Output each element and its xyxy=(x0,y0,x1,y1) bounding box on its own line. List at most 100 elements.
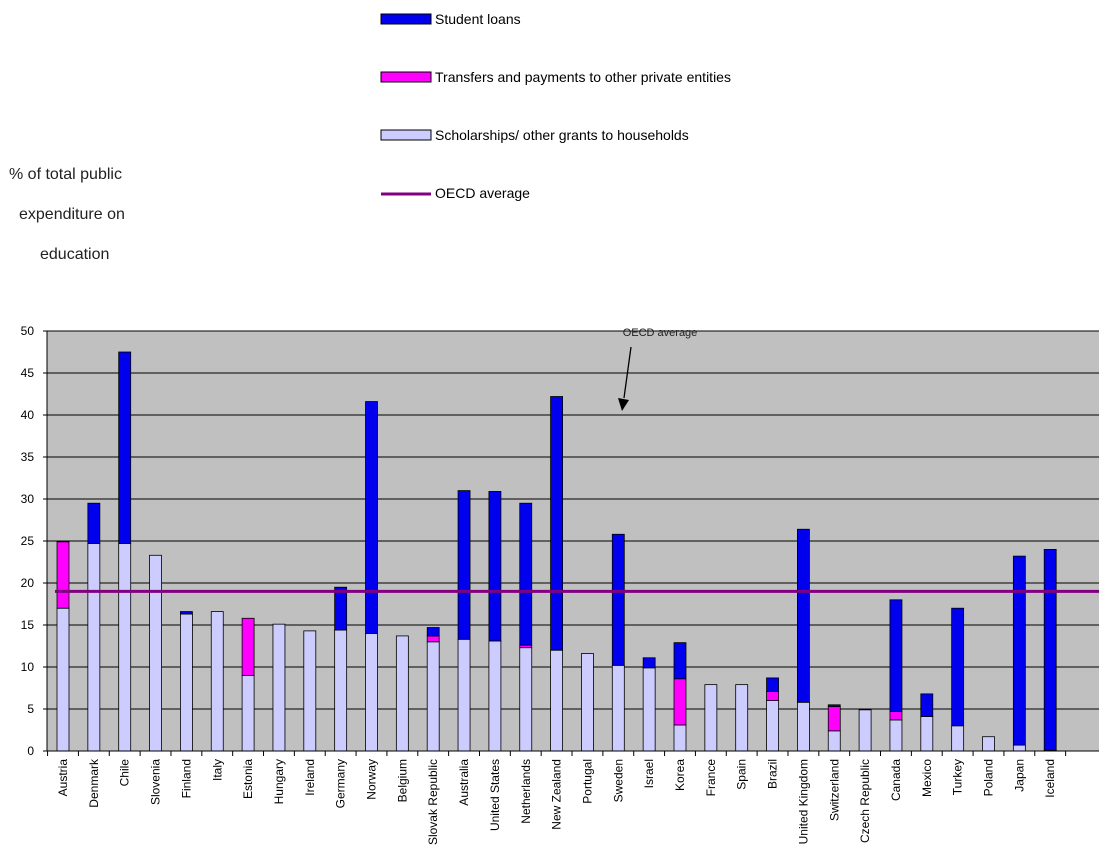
bar-norway-scholarships-other-grants-to-households xyxy=(365,633,378,752)
bar-estonia-scholarships-other-grants-to-households xyxy=(241,675,255,752)
x-label-mexico: Mexico xyxy=(920,759,934,797)
y-tick-label-30: 30 xyxy=(21,492,35,506)
bar-germany-scholarships-other-grants-to-households xyxy=(334,629,348,752)
y-axis-title-line-1: % of total public xyxy=(9,166,122,183)
bar-germany-student-loans xyxy=(334,586,348,631)
bar-australia-student-loans xyxy=(457,490,471,640)
bar-chile-scholarships-other-grants-to-households xyxy=(118,543,132,752)
x-label-chile: Chile xyxy=(118,759,132,787)
bar-united-states-student-loans xyxy=(488,491,502,642)
bar-new-zealand-scholarships-other-grants-to-households xyxy=(550,649,563,752)
bar-turkey-scholarships-other-grants-to-households xyxy=(951,725,965,752)
bar-korea-scholarships-other-grants-to-households xyxy=(673,724,687,752)
y-tick-label-10: 10 xyxy=(21,660,35,674)
x-label-czech-republic: Czech Republic xyxy=(858,759,872,843)
x-label-united-states: United States xyxy=(488,759,502,831)
y-axis-title: % of total public expenditure on educati… xyxy=(9,166,125,263)
legend-swatch-student-loans xyxy=(380,13,432,25)
bar-austria-transfers-and-payments-to-other-private-entities xyxy=(56,541,70,609)
bar-brazil-scholarships-other-grants-to-households xyxy=(766,700,779,752)
x-label-australia: Australia xyxy=(457,759,471,806)
bar-sweden-student-loans xyxy=(611,533,625,666)
bar-united-states-scholarships-other-grants-to-households xyxy=(488,640,502,752)
x-label-united-kingdom: United Kingdom xyxy=(796,759,810,844)
bar-japan-scholarships-other-grants-to-households xyxy=(1012,744,1026,752)
x-label-portugal: Portugal xyxy=(580,759,594,804)
bar-denmark-scholarships-other-grants-to-households xyxy=(87,543,101,752)
bar-denmark-student-loans xyxy=(87,502,101,544)
y-tick-labels: 0 5 10 15 20 25 30 35 40 45 50 xyxy=(21,324,35,758)
x-label-slovenia: Slovenia xyxy=(149,759,163,805)
x-label-belgium: Belgium xyxy=(395,759,409,802)
bar-united-kingdom-scholarships-other-grants-to-households xyxy=(797,701,810,752)
oecd-average-annotation: OECD average xyxy=(623,327,698,339)
bar-netherlands-scholarships-other-grants-to-households xyxy=(519,647,533,752)
bar-turkey-student-loans xyxy=(951,607,965,727)
y-axis-title-line-2: expenditure on xyxy=(19,206,125,223)
bar-czech-republic-scholarships-other-grants-to-households xyxy=(858,709,872,752)
bar-mexico-scholarships-other-grants-to-households xyxy=(920,716,934,752)
legend-swatch-transfers-and-payments-to-other-private-entities xyxy=(380,71,432,83)
bar-canada-transfers-and-payments-to-other-private-entities xyxy=(889,711,903,721)
bar-japan-student-loans xyxy=(1012,555,1026,746)
x-label-germany: Germany xyxy=(334,759,348,808)
x-label-austria: Austria xyxy=(56,759,70,797)
bar-new-zealand-student-loans xyxy=(550,396,563,651)
x-label-france: France xyxy=(704,759,718,797)
axes xyxy=(43,330,1099,756)
y-tick-label-40: 40 xyxy=(21,408,35,422)
legend-label-transfers-and-payments-to-other-private-entities: Transfers and payments to other private … xyxy=(435,69,731,85)
x-label-spain: Spain xyxy=(735,759,749,790)
bar-switzerland-student-loans xyxy=(827,704,841,707)
x-label-netherlands: Netherlands xyxy=(519,759,533,824)
y-tick-label-50: 50 xyxy=(21,324,35,338)
x-label-finland: Finland xyxy=(179,759,193,798)
bar-belgium-scholarships-other-grants-to-households xyxy=(395,635,409,752)
y-tick-label-15: 15 xyxy=(21,618,35,632)
bar-portugal-scholarships-other-grants-to-households xyxy=(581,653,594,752)
legend-swatch-scholarships-other-grants-to-households xyxy=(380,129,432,141)
bar-italy-scholarships-other-grants-to-households xyxy=(210,611,224,752)
bar-australia-scholarships-other-grants-to-households xyxy=(457,638,471,752)
y-tick-label-25: 25 xyxy=(21,534,35,548)
bar-austria-scholarships-other-grants-to-households xyxy=(56,607,70,752)
y-tick-label-5: 5 xyxy=(27,702,34,716)
bar-israel-student-loans xyxy=(642,657,656,669)
bar-slovak-republic-scholarships-other-grants-to-households xyxy=(426,641,440,752)
bar-canada-scholarships-other-grants-to-households xyxy=(889,719,903,752)
x-label-italy: Italy xyxy=(210,759,224,781)
bar-brazil-student-loans xyxy=(766,677,779,692)
bar-spain-scholarships-other-grants-to-households xyxy=(735,684,749,752)
bar-sweden-scholarships-other-grants-to-households xyxy=(611,664,625,752)
bar-ireland-scholarships-other-grants-to-households xyxy=(303,630,317,752)
bar-canada-student-loans xyxy=(889,599,903,712)
x-label-poland: Poland xyxy=(982,759,996,796)
bar-slovenia-scholarships-other-grants-to-households xyxy=(149,554,162,752)
legend-label-student-loans: Student loans xyxy=(435,11,521,27)
bar-iceland-student-loans xyxy=(1043,549,1057,751)
x-label-korea: Korea xyxy=(673,759,687,791)
bar-france-scholarships-other-grants-to-households xyxy=(704,684,718,752)
bar-switzerland-transfers-and-payments-to-other-private-entities xyxy=(827,706,841,732)
bar-hungary-scholarships-other-grants-to-households xyxy=(272,623,286,752)
bar-brazil-transfers-and-payments-to-other-private-entities xyxy=(766,690,779,701)
x-label-canada: Canada xyxy=(889,759,903,801)
y-tick-label-45: 45 xyxy=(21,366,35,380)
y-tick-label-20: 20 xyxy=(21,576,35,590)
y-tick-label-0: 0 xyxy=(27,744,34,758)
bar-poland-scholarships-other-grants-to-households xyxy=(982,736,995,752)
bar-israel-scholarships-other-grants-to-households xyxy=(642,667,656,752)
x-label-estonia: Estonia xyxy=(241,759,255,799)
legend-label-oecd-average: OECD average xyxy=(435,185,530,201)
bar-united-kingdom-student-loans xyxy=(797,528,810,703)
bar-switzerland-scholarships-other-grants-to-households xyxy=(827,730,841,752)
bar-finland-student-loans xyxy=(179,611,193,615)
y-axis-title-line-3: education xyxy=(40,246,109,263)
bar-norway-student-loans xyxy=(365,401,378,634)
x-label-iceland: Iceland xyxy=(1043,759,1057,798)
x-label-japan: Japan xyxy=(1012,759,1026,792)
x-label-israel: Israel xyxy=(642,759,656,788)
x-label-brazil: Brazil xyxy=(766,759,780,789)
annotation-arrow-head xyxy=(618,398,629,411)
